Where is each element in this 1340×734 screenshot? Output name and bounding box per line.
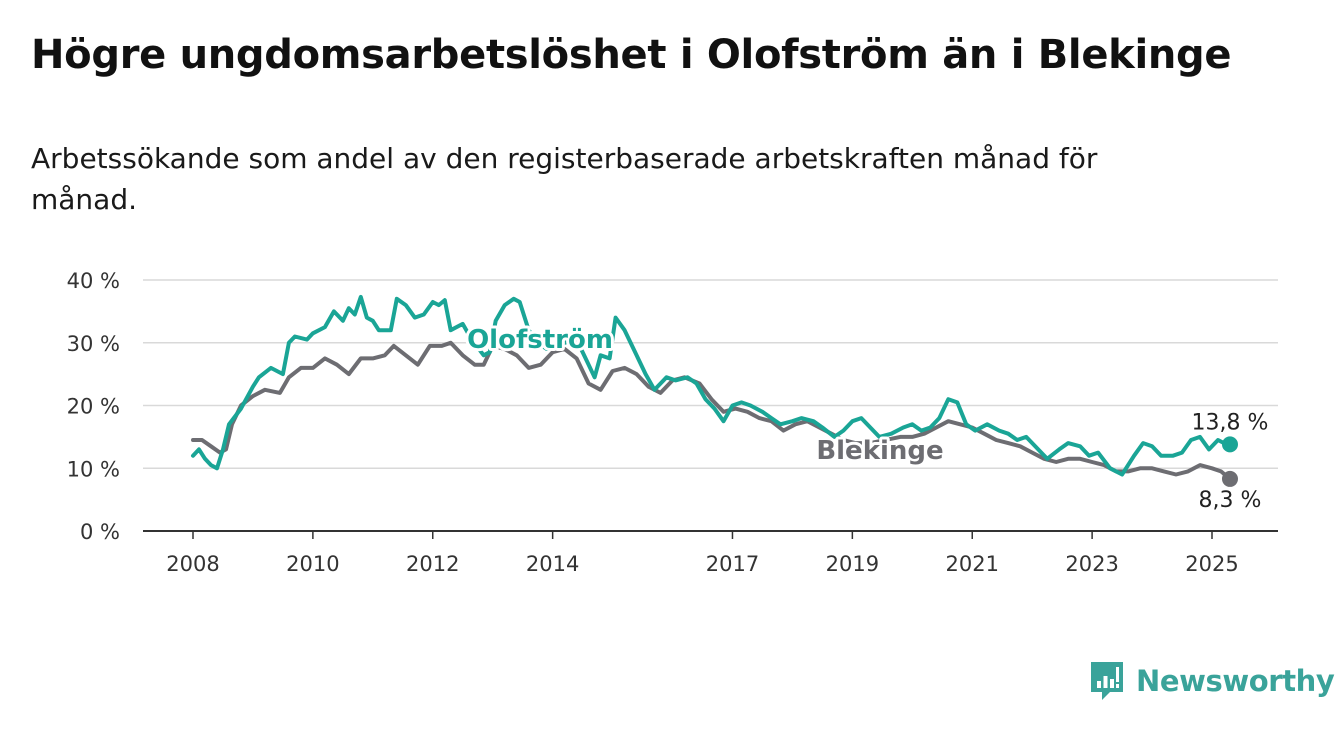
series-labels: Olofström Blekinge 13,8 % 8,3 % xyxy=(464,322,1271,515)
newsworthy-logo: Newsworthy xyxy=(1088,659,1335,703)
grid-lines xyxy=(143,279,1278,532)
x-tick-label: 2025 xyxy=(1185,552,1238,576)
y-tick-label: 30 % xyxy=(67,332,120,356)
x-tick-label: 2017 xyxy=(706,552,759,576)
x-tick-label: 2019 xyxy=(826,552,879,576)
y-axis-ticks: 0 % 10 % 20 % 30 % 40 % xyxy=(67,269,120,544)
y-tick-label: 40 % xyxy=(67,269,120,293)
end-value-blekinge: 8,3 % xyxy=(1199,488,1262,513)
x-axis-ticks: 2008 2010 2012 2014 2017 2019 2021 2023 2025 xyxy=(166,531,1239,576)
y-tick-label: 20 % xyxy=(67,395,120,419)
chart-title: Högre ungdomsarbetslöshet i Olofström än… xyxy=(31,32,1232,78)
x-tick-label: 2012 xyxy=(406,552,459,576)
newsworthy-logo-icon xyxy=(1091,662,1123,700)
x-tick-label: 2021 xyxy=(946,552,999,576)
series-label-blekinge: Blekinge xyxy=(816,436,943,466)
series-end-point xyxy=(1221,436,1238,453)
y-tick-label: 0 % xyxy=(80,520,120,544)
series-line-blekinge xyxy=(191,340,1232,481)
series-end-point xyxy=(1221,470,1238,487)
x-tick-label: 2023 xyxy=(1065,552,1118,576)
line-chart: 0 % 10 % 20 % 30 % 40 % 2008 2010 2012 2014 2017… xyxy=(67,269,1278,576)
x-tick-label: 2008 xyxy=(166,552,219,576)
x-tick-label: 2014 xyxy=(526,552,579,576)
chart-subtitle: Arbetssökande som andel av den registerb… xyxy=(31,142,1098,216)
end-value-olofstrom: 13,8 % xyxy=(1192,410,1269,435)
x-tick-label: 2010 xyxy=(286,552,339,576)
series-lines xyxy=(191,294,1238,487)
y-tick-label: 10 % xyxy=(67,457,120,481)
brand-name: Newsworthy xyxy=(1136,664,1335,698)
series-label-olofstrom: Olofström xyxy=(467,325,613,355)
series-line-olofstrom xyxy=(191,294,1232,477)
